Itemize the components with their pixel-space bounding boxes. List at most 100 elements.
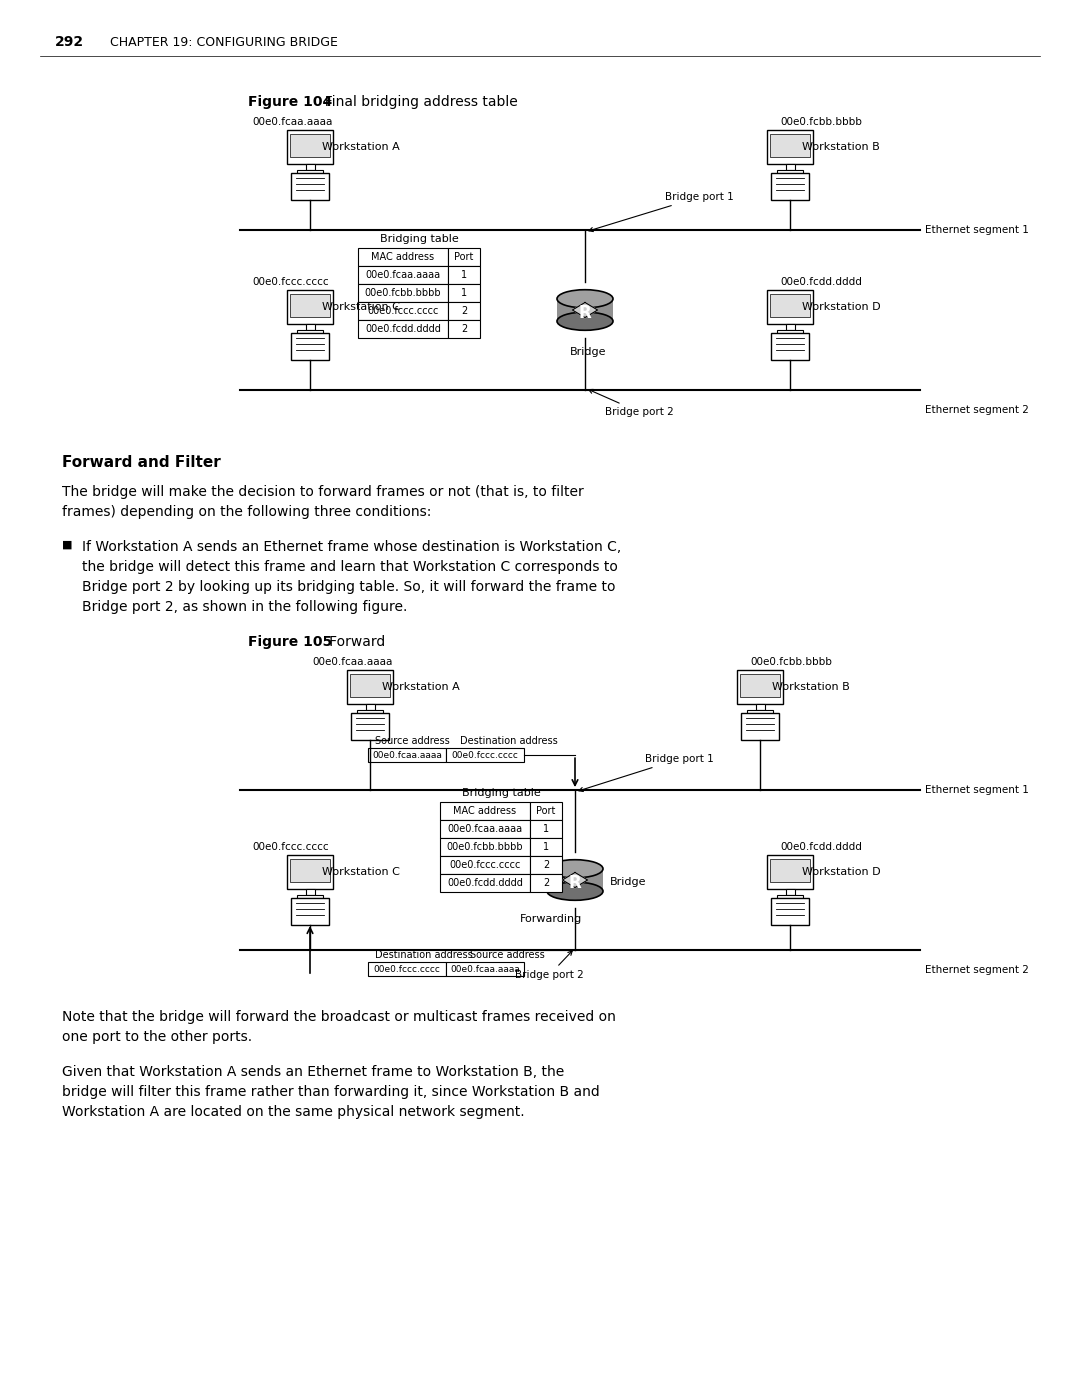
Text: Bridge port 2 by looking up its bridging table. So, it will forward the frame to: Bridge port 2 by looking up its bridging… [82, 580, 616, 594]
Text: 00e0.fcbb.bbbb: 00e0.fcbb.bbbb [447, 842, 524, 852]
Text: 00e0.fcaa.aaaa: 00e0.fcaa.aaaa [373, 750, 442, 760]
Bar [357, 265, 448, 284]
Text: frames) depending on the following three conditions:: frames) depending on the following three… [62, 504, 431, 520]
Text: Figure 105: Figure 105 [248, 636, 333, 650]
Polygon shape [572, 302, 597, 317]
Bar [357, 320, 448, 338]
Bar [771, 334, 809, 360]
Bar [306, 324, 314, 330]
Bar [557, 299, 613, 321]
Text: 00e0.fccc.cccc: 00e0.fccc.cccc [252, 277, 328, 286]
Bar [767, 291, 813, 324]
Text: 00e0.fccc.cccc: 00e0.fccc.cccc [374, 964, 441, 974]
Text: Source address: Source address [470, 950, 544, 960]
Text: Ethernet segment 2: Ethernet segment 2 [924, 405, 1029, 415]
Text: 00e0.fcdd.dddd: 00e0.fcdd.dddd [780, 842, 862, 852]
Text: 00e0.fcbb.bbbb: 00e0.fcbb.bbbb [750, 657, 832, 666]
Text: Destination address: Destination address [375, 950, 473, 960]
Text: 00e0.fcbb.bbbb: 00e0.fcbb.bbbb [365, 288, 442, 298]
Bar [448, 265, 480, 284]
Bar [306, 165, 314, 169]
Bar [292, 898, 329, 925]
Text: Final bridging address table: Final bridging address table [316, 95, 517, 109]
Bar [770, 859, 810, 882]
Text: Port: Port [455, 251, 474, 263]
Bar [446, 749, 524, 763]
Text: MAC address: MAC address [454, 806, 516, 816]
Bar [530, 802, 562, 820]
Text: Workstation A are located on the same physical network segment.: Workstation A are located on the same ph… [62, 1105, 525, 1119]
Bar [357, 249, 448, 265]
Text: 2: 2 [461, 324, 468, 334]
Text: Bridge port 2, as shown in the following figure.: Bridge port 2, as shown in the following… [82, 599, 407, 615]
Text: 00e0.fcaa.aaaa: 00e0.fcaa.aaaa [450, 964, 519, 974]
Bar [448, 284, 480, 302]
Ellipse shape [546, 859, 603, 877]
Text: 00e0.fccc.cccc: 00e0.fccc.cccc [252, 842, 328, 852]
Bar [351, 714, 389, 740]
Text: 1: 1 [461, 288, 467, 298]
Bar [530, 820, 562, 838]
Bar [291, 293, 329, 317]
Bar [778, 169, 802, 173]
Bar [306, 890, 314, 894]
Text: Workstation B: Workstation B [802, 142, 880, 152]
Text: MAC address: MAC address [372, 251, 434, 263]
Text: Forwarding: Forwarding [519, 914, 582, 923]
Polygon shape [563, 873, 588, 887]
Text: Bridge port 1: Bridge port 1 [589, 191, 733, 232]
Text: Forward and Filter: Forward and Filter [62, 455, 220, 469]
Text: 2: 2 [543, 877, 549, 888]
Text: 292: 292 [55, 35, 84, 49]
Text: Bridge port 1: Bridge port 1 [579, 754, 714, 792]
Bar [546, 869, 603, 891]
Bar [440, 856, 530, 875]
Bar [747, 710, 772, 714]
Text: 00e0.fcdd.dddd: 00e0.fcdd.dddd [447, 877, 523, 888]
Text: Workstation D: Workstation D [802, 868, 880, 877]
Text: Bridge port 2: Bridge port 2 [515, 951, 584, 981]
Text: 00e0.fcaa.aaaa: 00e0.fcaa.aaaa [365, 270, 441, 279]
Text: 1: 1 [461, 270, 467, 279]
Bar [286, 130, 334, 165]
Text: 00e0.fccc.cccc: 00e0.fccc.cccc [449, 861, 521, 870]
Text: 00e0.fcaa.aaaa: 00e0.fcaa.aaaa [447, 824, 523, 834]
Text: 00e0.fcaa.aaaa: 00e0.fcaa.aaaa [312, 657, 392, 666]
Text: Ethernet segment 2: Ethernet segment 2 [924, 965, 1029, 975]
Bar [440, 802, 530, 820]
Bar [530, 838, 562, 856]
Ellipse shape [557, 312, 613, 330]
Bar [785, 890, 795, 894]
Ellipse shape [546, 882, 603, 900]
Text: If Workstation A sends an Ethernet frame whose destination is Workstation C,: If Workstation A sends an Ethernet frame… [82, 541, 621, 555]
Text: Ethernet segment 1: Ethernet segment 1 [924, 785, 1029, 795]
Text: Workstation D: Workstation D [802, 302, 880, 312]
Bar [737, 671, 783, 704]
Bar [365, 704, 375, 710]
Bar [740, 673, 780, 697]
Text: 00e0.fccc.cccc: 00e0.fccc.cccc [367, 306, 438, 316]
Bar [741, 714, 779, 740]
Text: 1: 1 [543, 824, 549, 834]
Text: Port: Port [537, 806, 556, 816]
Text: Bridging table: Bridging table [380, 235, 458, 244]
Text: one port to the other ports.: one port to the other ports. [62, 1030, 252, 1044]
Bar [770, 293, 810, 317]
Text: 00e0.fcaa.aaaa: 00e0.fcaa.aaaa [252, 117, 333, 127]
Ellipse shape [557, 289, 613, 307]
Text: Note that the bridge will forward the broadcast or multicast frames received on: Note that the bridge will forward the br… [62, 1010, 616, 1024]
Bar [440, 820, 530, 838]
Bar [292, 173, 329, 200]
Bar [448, 302, 480, 320]
Bar [785, 165, 795, 169]
Bar [297, 330, 323, 334]
Bar [286, 855, 334, 890]
Bar [350, 673, 390, 697]
Text: 00e0.fcdd.dddd: 00e0.fcdd.dddd [365, 324, 441, 334]
Bar [292, 334, 329, 360]
Text: 2: 2 [543, 861, 549, 870]
Text: Workstation A: Workstation A [382, 682, 460, 692]
Text: Ethernet segment 1: Ethernet segment 1 [924, 225, 1029, 235]
Text: The bridge will make the decision to forward frames or not (that is, to filter: The bridge will make the decision to for… [62, 485, 584, 499]
Text: Destination address: Destination address [460, 736, 557, 746]
